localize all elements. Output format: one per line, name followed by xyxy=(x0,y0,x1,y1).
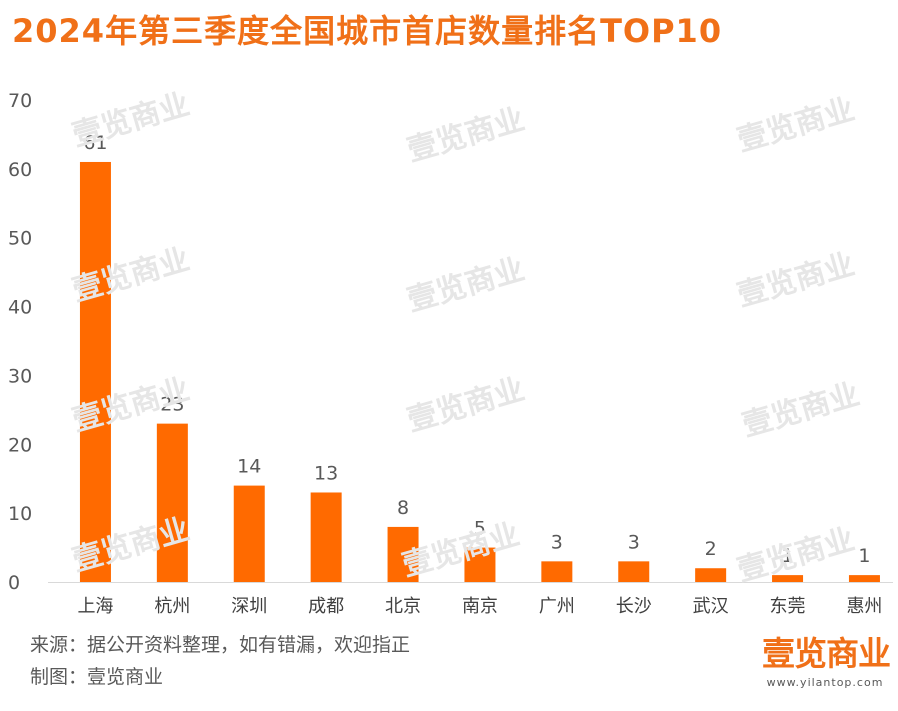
data-label: 3 xyxy=(628,531,640,553)
source-note: 来源：据公开资料整理，如有错漏，欢迎指正 xyxy=(30,634,411,656)
data-label: 5 xyxy=(474,518,486,540)
bar xyxy=(772,575,804,582)
data-label: 13 xyxy=(314,462,338,484)
x-tick-label: 深圳 xyxy=(231,596,267,617)
y-tick-label: 10 xyxy=(8,503,32,525)
bar xyxy=(541,561,573,582)
bar-chart: 01020304050607061上海23杭州14深圳13成都8北京5南京3广州… xyxy=(8,90,893,617)
y-tick-label: 40 xyxy=(8,297,32,319)
brand-logo-text: 壹览商业 xyxy=(762,634,891,673)
data-label: 1 xyxy=(782,545,794,567)
y-tick-label: 70 xyxy=(8,90,32,112)
brand-url: www.yilantop.com xyxy=(766,676,884,689)
data-label: 2 xyxy=(705,538,717,560)
x-tick-label: 成都 xyxy=(308,596,344,617)
data-label: 8 xyxy=(397,497,409,519)
x-tick-label: 上海 xyxy=(77,596,113,617)
x-tick-label: 东莞 xyxy=(770,596,806,617)
bar xyxy=(464,547,496,582)
credit-note: 制图：壹览商业 xyxy=(30,666,164,688)
y-tick-label: 60 xyxy=(8,159,32,181)
data-label: 14 xyxy=(237,456,261,478)
chart-title: 2024年第三季度全国城市首店数量排名TOP10 xyxy=(12,12,723,50)
brand-logo: 壹览商业 www.yilantop.com xyxy=(762,634,891,689)
bar xyxy=(387,526,419,582)
bar xyxy=(310,492,342,582)
bar xyxy=(156,423,188,582)
data-label: 23 xyxy=(160,394,184,416)
x-tick-label: 杭州 xyxy=(154,596,190,617)
bar xyxy=(79,161,111,582)
x-tick-label: 北京 xyxy=(385,596,421,617)
y-tick-label: 30 xyxy=(8,365,32,387)
data-label: 61 xyxy=(83,132,107,154)
bar xyxy=(618,561,650,582)
y-tick-label: 20 xyxy=(8,434,32,456)
bar xyxy=(695,568,727,582)
x-tick-label: 惠州 xyxy=(846,596,882,617)
x-tick-label: 广州 xyxy=(539,596,575,617)
x-tick-label: 南京 xyxy=(462,596,498,617)
data-label: 3 xyxy=(551,531,563,553)
x-tick-label: 长沙 xyxy=(616,596,652,617)
y-tick-label: 0 xyxy=(8,572,20,594)
bar xyxy=(848,575,880,582)
data-label: 1 xyxy=(858,545,870,567)
x-tick-label: 武汉 xyxy=(693,596,729,617)
bar xyxy=(233,485,265,582)
y-tick-label: 50 xyxy=(8,228,32,250)
